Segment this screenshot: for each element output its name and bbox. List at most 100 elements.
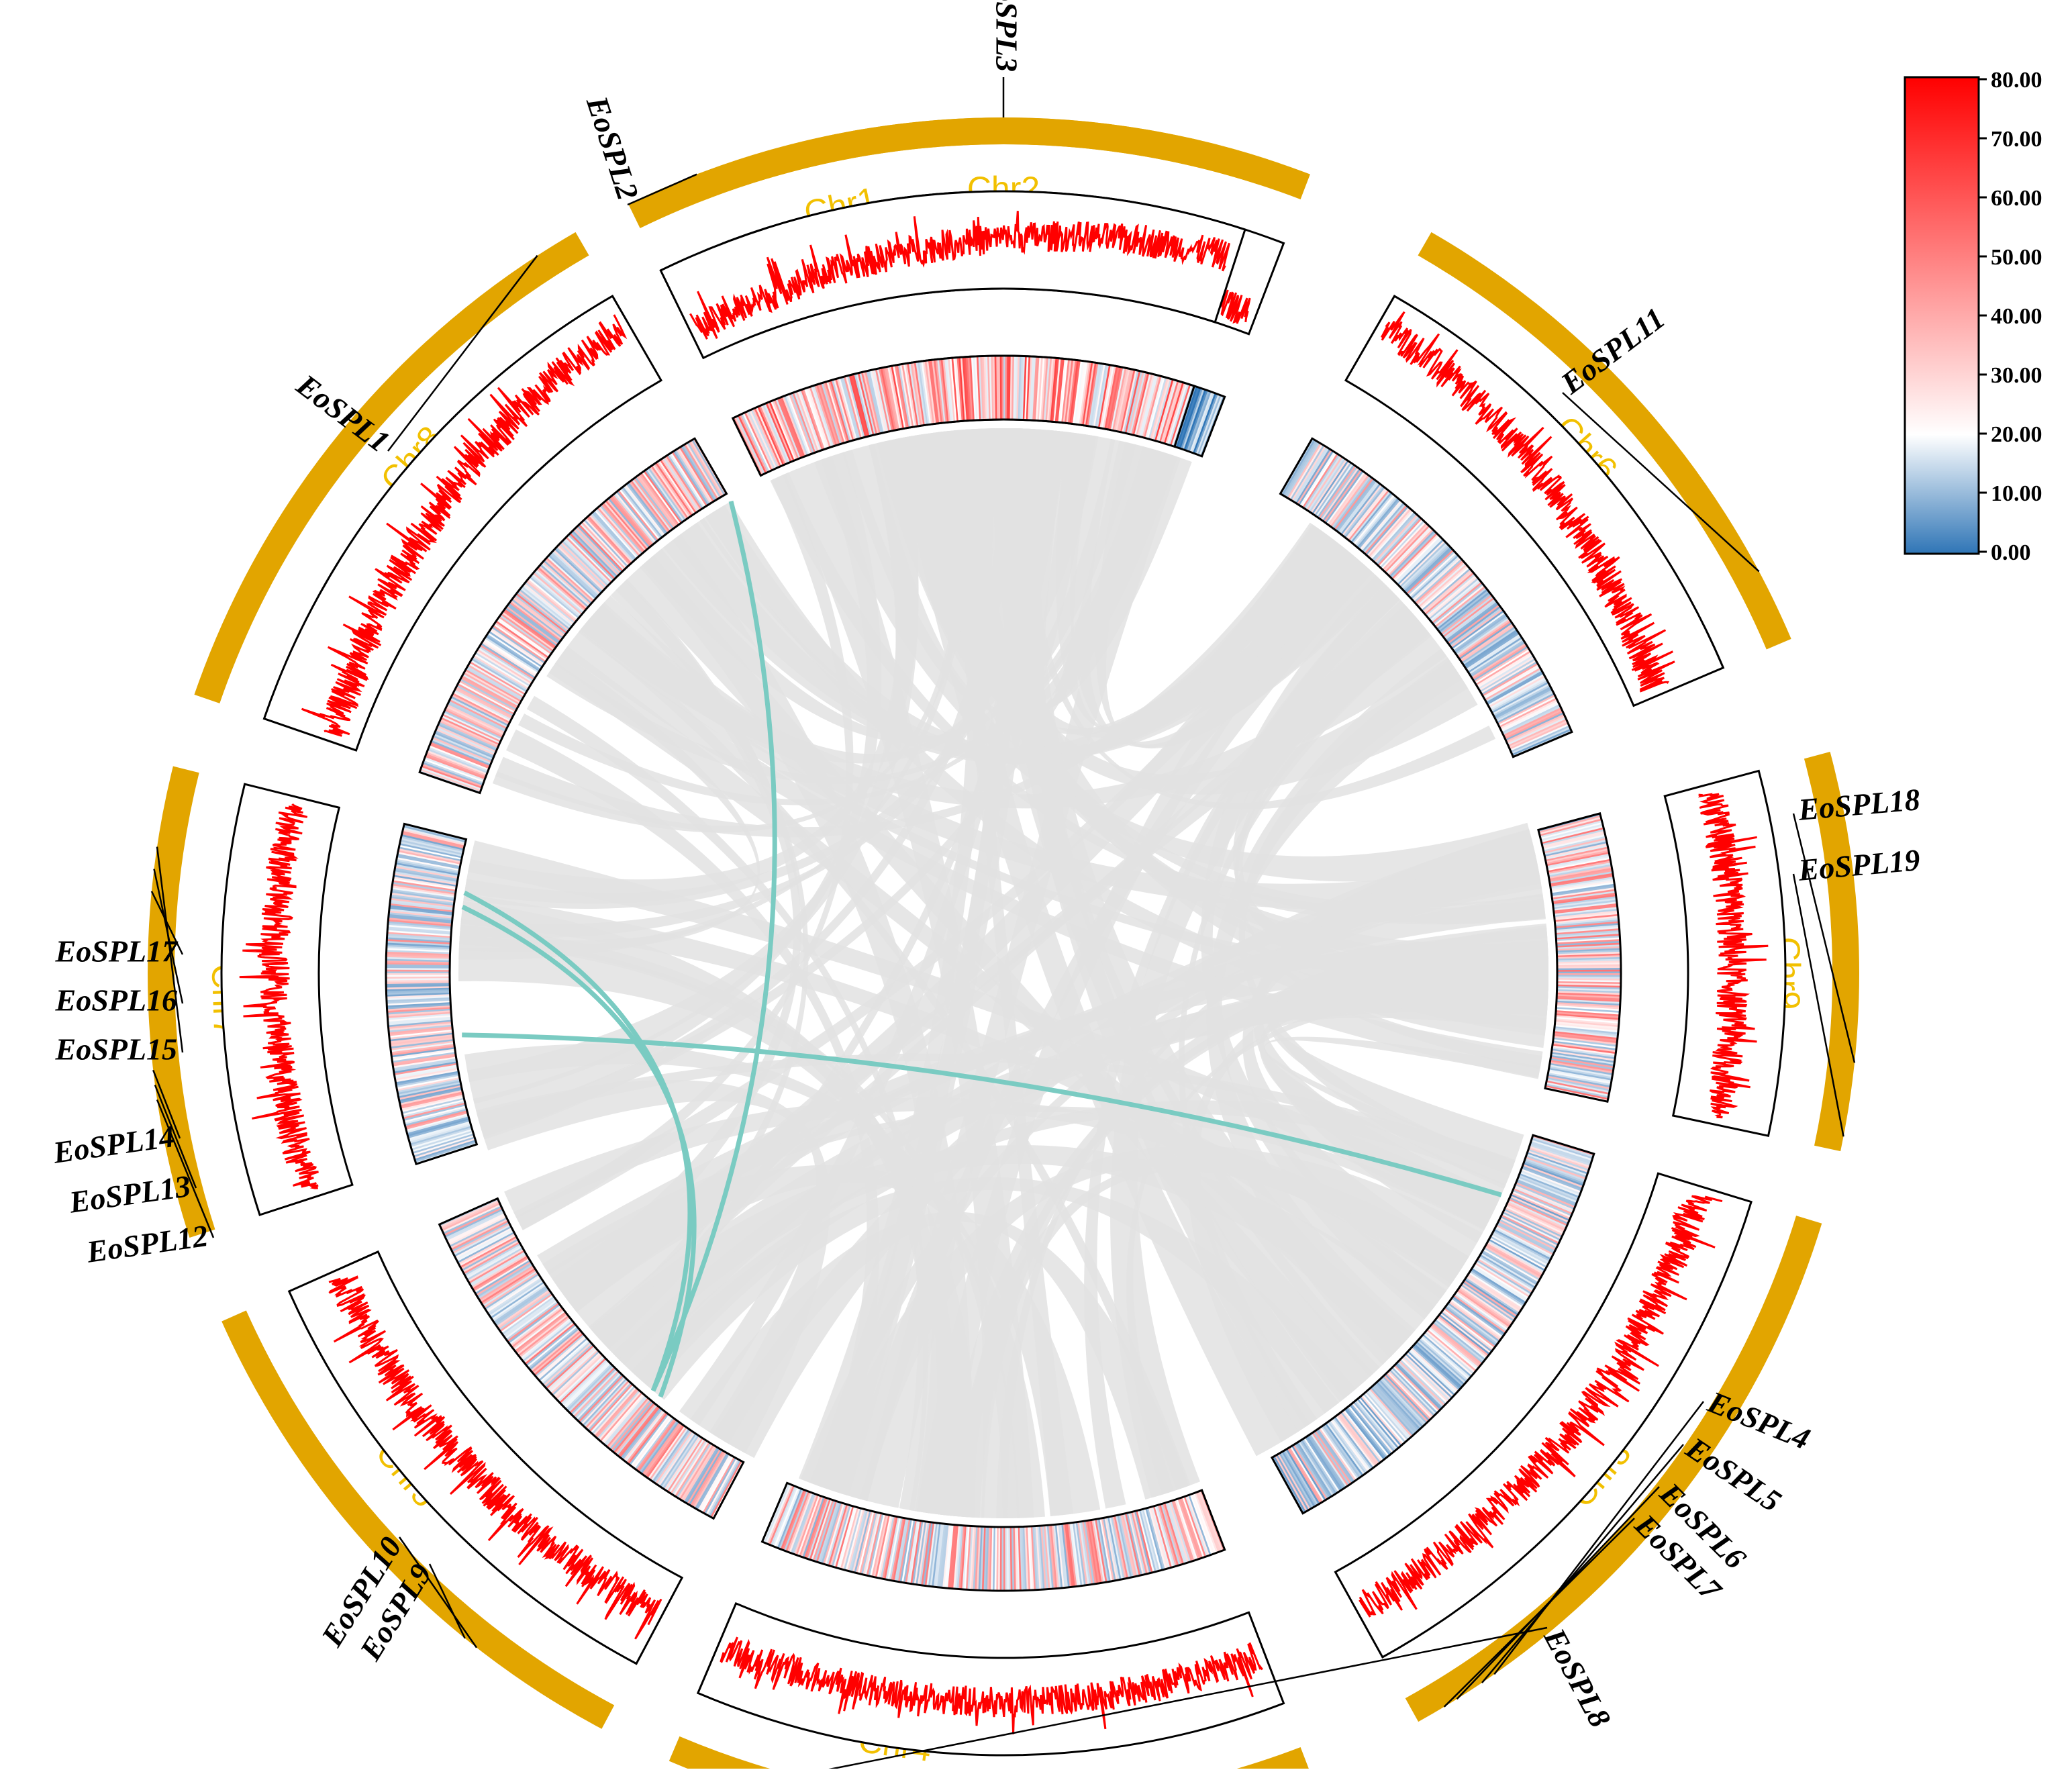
density-track-chr9 — [1663, 769, 1787, 1137]
chromosome-chr6 — [1418, 232, 1791, 650]
density-line — [1697, 793, 1769, 1119]
legend-tick-label: 50.00 — [1991, 245, 2042, 270]
synteny-link — [468, 840, 1499, 1230]
heatmap-track-chr7 — [385, 822, 479, 1166]
density-track-chr1 — [659, 190, 1246, 360]
gene-leader-line — [1562, 392, 1760, 573]
legend-tick-label: 30.00 — [1991, 363, 2042, 388]
synteny-link — [634, 1177, 1356, 1414]
density-line — [720, 1636, 1263, 1734]
gene-label: EoSPL2 — [580, 91, 646, 203]
density-track-frame — [696, 1602, 1285, 1757]
gene-leader-line — [398, 1536, 478, 1648]
legend-tick-label: 0.00 — [1991, 540, 2031, 565]
density-line — [239, 803, 319, 1189]
heatmap-track-chr8 — [418, 437, 728, 795]
synteny-link — [642, 438, 1136, 743]
synteny-link — [473, 452, 882, 1124]
synteny-link — [798, 428, 993, 1488]
gene-leader-line — [156, 846, 184, 1053]
gene-label: EoSPL15 — [55, 1032, 177, 1067]
legend-tick-label: 70.00 — [1991, 127, 2042, 152]
gene-leader-line — [387, 254, 538, 452]
heatmap-track-chr4 — [760, 1481, 1226, 1592]
gene-leader-line — [154, 1084, 197, 1189]
color-scale-legend: 80.00 70.00 60.00 50.00 40.00 30.00 20.0… — [1904, 68, 2042, 565]
legend-tick-label: 40.00 — [1991, 304, 2042, 329]
legend-tick-label: 10.00 — [1991, 481, 2042, 506]
chromosome-chr8 — [194, 232, 589, 703]
gene-label: EoSPL16 — [55, 983, 177, 1018]
heatmap-track-frame — [1537, 812, 1622, 1103]
heatmap-track-frame — [1270, 1134, 1595, 1515]
gene-label: EoSPL8 — [1537, 1622, 1618, 1733]
heatmap-track-chr9 — [1537, 812, 1622, 1103]
heatmap-track-chr1 — [731, 354, 1196, 477]
legend-tick-label: 60.00 — [1991, 186, 2042, 211]
synteny-link — [770, 472, 1546, 925]
density-track-frame — [220, 783, 354, 1216]
heatmap-track-frame — [760, 1481, 1226, 1592]
synteny-link — [580, 602, 1447, 809]
synteny-link — [937, 429, 1192, 711]
chromosome-chr1 — [628, 117, 1268, 228]
synteny-links-background — [458, 428, 1549, 1519]
density-line — [301, 314, 628, 737]
gene-label: EoSPL13 — [66, 1169, 193, 1220]
segmental-duplication-link — [463, 890, 693, 1392]
heatmap-track-chr5 — [438, 1197, 745, 1520]
density-track-frame — [659, 190, 1246, 360]
synteny-link — [479, 428, 1022, 1140]
gene-label: EoSPL19 — [1796, 842, 1921, 887]
density-track-chr6 — [1344, 295, 1725, 707]
chromosome-chr5 — [221, 1310, 615, 1729]
density-track-chr8 — [262, 295, 663, 752]
gene-leader-line — [1481, 1444, 1684, 1683]
gene-label: EoSPL12 — [84, 1218, 210, 1269]
gene-label: EoSPL17 — [55, 934, 179, 969]
gene-leader-line — [1792, 873, 1844, 1137]
synteny-link — [937, 430, 1074, 1516]
gene-leader-line — [152, 1069, 181, 1139]
gene-label: EoSPL3 — [989, 0, 1024, 72]
color-scale-bar — [1904, 76, 1980, 555]
gene-density-tracks — [220, 190, 1787, 1757]
synteny-links-highlighted — [461, 500, 1502, 1398]
synteny-link — [1014, 428, 1168, 707]
density-track-chr4 — [696, 1602, 1285, 1757]
density-track-chr5 — [287, 1250, 684, 1665]
synteny-link — [930, 429, 1354, 738]
legend-tick-label: 20.00 — [1991, 422, 2042, 447]
density-track-chr3 — [1334, 1172, 1753, 1659]
legend-ticks — [1979, 78, 1987, 553]
density-line — [1381, 311, 1675, 693]
synteny-link — [463, 430, 1068, 909]
heatmap-track-frame — [1279, 437, 1573, 758]
heatmap-track-frame — [418, 437, 728, 795]
density-line — [1359, 1195, 1723, 1618]
gene-leader-line — [156, 1099, 215, 1238]
gene-leader-line — [428, 1563, 466, 1639]
heatmap-track-frame — [731, 354, 1196, 477]
gene-leader-line — [1443, 1518, 1635, 1708]
chromosome-chr9 — [1804, 752, 1859, 1152]
heatmap-track-frame — [385, 822, 479, 1166]
segmental-duplication-link — [462, 1032, 1502, 1197]
heatmap-track-frame — [438, 1197, 745, 1520]
legend-tick-label: 80.00 — [1991, 68, 2042, 93]
density-line — [328, 1275, 662, 1640]
synteny-link — [1238, 657, 1514, 1189]
density-track-chr7 — [220, 783, 354, 1216]
gene-leader-line — [1792, 813, 1856, 1063]
chromosome-chr3 — [1405, 1216, 1822, 1722]
gene-label: EoSPL14 — [50, 1119, 177, 1170]
gene-leader-line — [627, 173, 697, 206]
heatmap-track-chr3 — [1270, 1134, 1595, 1515]
heatmap-tracks — [385, 354, 1622, 1592]
synteny-link — [690, 1212, 1189, 1500]
gene-leader-line — [811, 1626, 1548, 1772]
heatmap-track-chr6 — [1279, 437, 1573, 758]
synteny-link — [880, 437, 1334, 735]
